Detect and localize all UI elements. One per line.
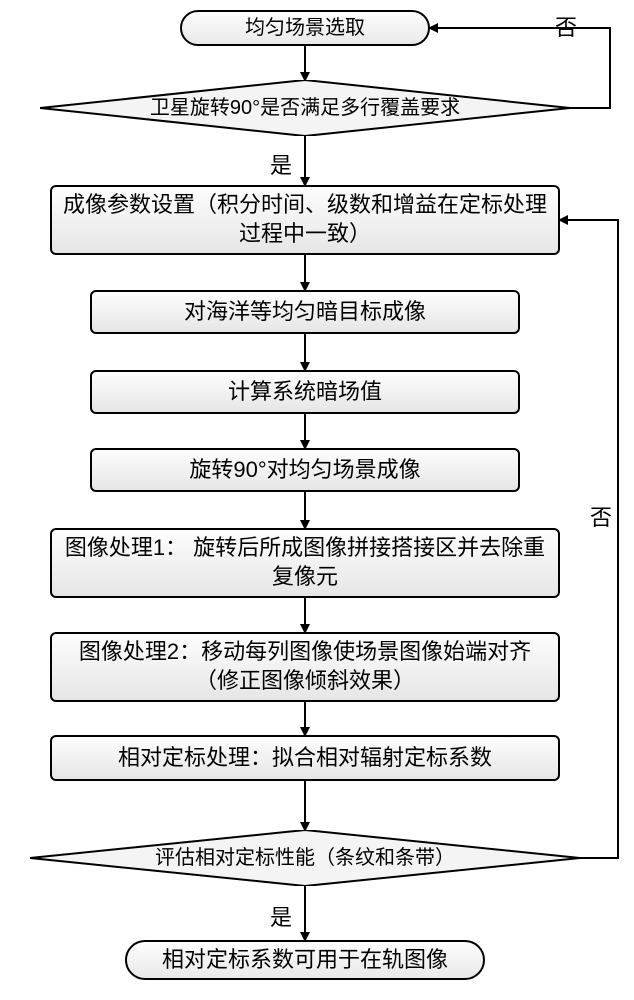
- process-n6: 图像处理1： 旋转后所成图像拼接搭接区并去除重复像元: [50, 528, 560, 598]
- decision-d1: 卫星旋转90°是否满足多行覆盖要求: [40, 80, 570, 136]
- edge-label-l_no2: 否: [590, 500, 612, 532]
- process-n8: 相对定标处理：拟合相对辐射定标系数: [50, 735, 560, 781]
- process-n2: 成像参数设置（积分时间、级数和增益在定标处理过程中一致）: [50, 185, 560, 255]
- decision-d2: 评估相对定标性能（条纹和条带）: [30, 830, 580, 886]
- decision-label-d2: 评估相对定标性能（条纹和条带）: [30, 830, 580, 886]
- edge-label-l_no1: 否: [555, 10, 577, 42]
- edge-label-l_yes1: 是: [270, 148, 292, 180]
- terminator-n1: 均匀场景选取: [180, 10, 430, 46]
- terminator-n9: 相对定标系数可用于在轨图像: [125, 940, 485, 980]
- process-n7: 图像处理2：移动每列图像使场景图像始端对齐（修正图像倾斜效果）: [50, 632, 560, 702]
- process-n5: 旋转90°对均匀场景成像: [90, 448, 520, 492]
- process-n4: 计算系统暗场值: [90, 370, 520, 414]
- decision-label-d1: 卫星旋转90°是否满足多行覆盖要求: [40, 80, 570, 136]
- edge-label-l_yes2: 是: [270, 900, 292, 932]
- process-n3: 对海洋等均匀暗目标成像: [90, 290, 520, 334]
- flowchart-canvas: 均匀场景选取卫星旋转90°是否满足多行覆盖要求成像参数设置（积分时间、级数和增益…: [0, 0, 634, 1000]
